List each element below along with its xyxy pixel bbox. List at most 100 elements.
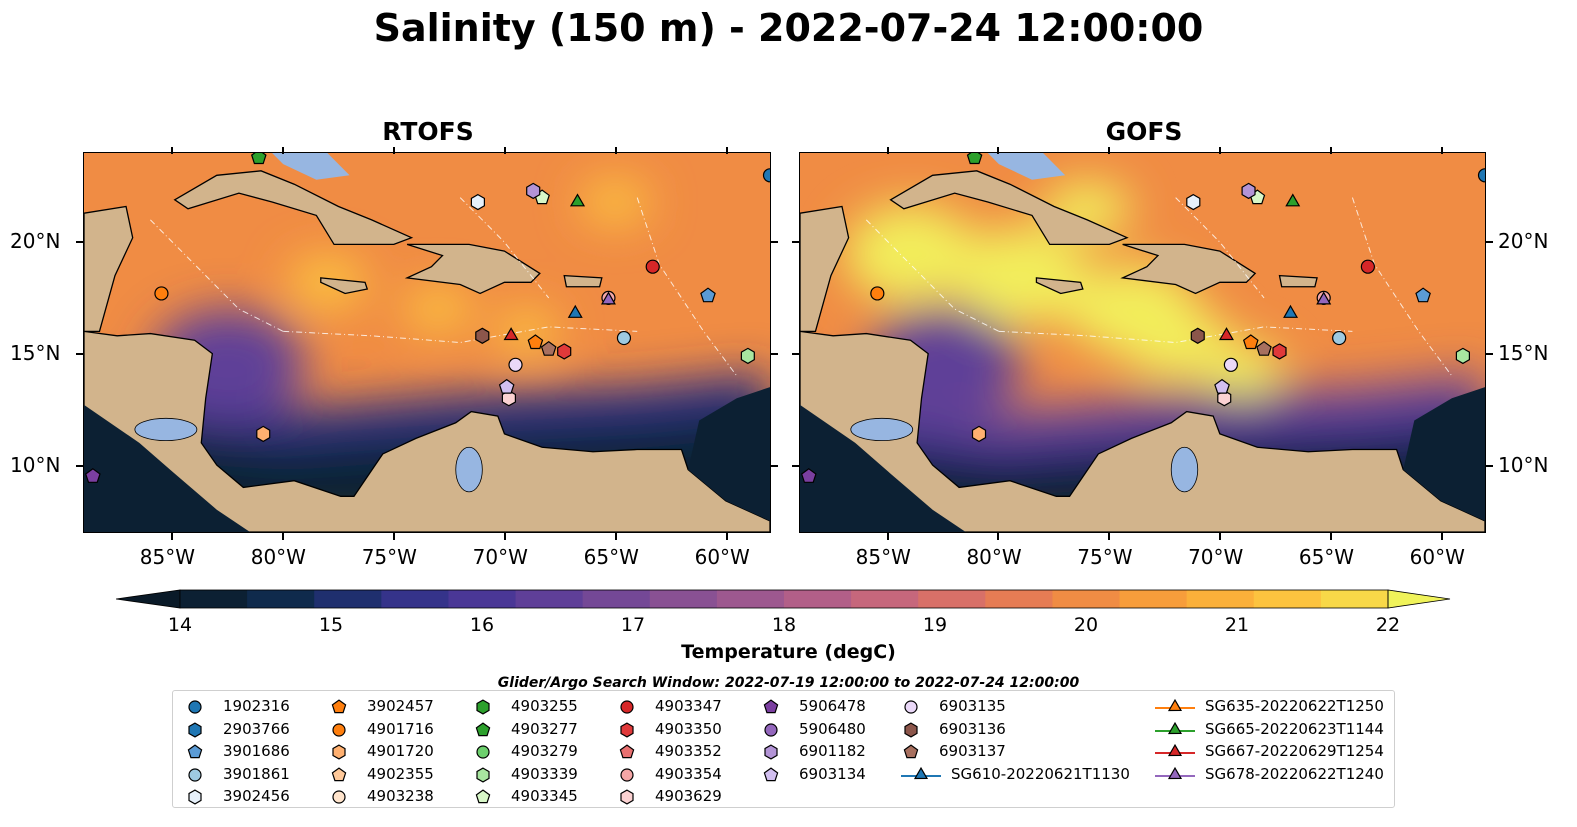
legend-marker-symbol xyxy=(903,744,919,759)
lake-maracaibo xyxy=(1170,446,1199,493)
legend-marker-symbol xyxy=(332,722,346,737)
legend-marker xyxy=(620,789,634,805)
colorbar-label: Temperature (degC) xyxy=(681,641,896,663)
marker-3901686 xyxy=(700,287,716,303)
colorbar-extend-high xyxy=(1387,589,1451,609)
y-tick-mark xyxy=(771,352,778,355)
landmass xyxy=(320,277,369,295)
x-tick-mark xyxy=(997,147,1000,154)
x-tick-mark xyxy=(886,147,889,154)
marker-SG665-20220623T1144 xyxy=(569,193,586,207)
x-tick-mark xyxy=(392,147,395,154)
legend-label: 6903137 xyxy=(939,742,1006,761)
legend-label: SG635-20220622T1250 xyxy=(1205,697,1384,715)
colorbar-segment xyxy=(1052,590,1121,608)
marker-SG678-20220622T1240 xyxy=(1316,291,1332,305)
legend-marker xyxy=(331,767,347,781)
legend-label: 4903350 xyxy=(655,719,722,738)
colorbar-tick-label: 17 xyxy=(620,614,646,636)
legend-marker-symbol xyxy=(331,699,347,714)
marker-4903350 xyxy=(557,343,572,360)
y-tick-mark xyxy=(771,464,778,467)
x-tick-mark xyxy=(170,147,173,154)
y-tick-label: 20°N xyxy=(1498,228,1549,253)
legend-label: 4903347 xyxy=(655,697,722,715)
marker-SG610-20220621T1130 xyxy=(567,304,583,318)
map-panel-gofs xyxy=(799,152,1486,533)
x-tick-mark xyxy=(997,533,1000,540)
legend-marker xyxy=(332,722,346,737)
legend-marker xyxy=(904,722,918,738)
lake-nicaragua xyxy=(134,417,198,441)
eez-boundary xyxy=(150,219,284,332)
colorbar-segment xyxy=(381,590,449,608)
marker-4903629 xyxy=(1217,390,1232,407)
legend-marker-symbol xyxy=(188,789,202,805)
marker-6903137 xyxy=(540,340,557,356)
x-tick-mark xyxy=(1108,533,1111,540)
marker-3902456 xyxy=(470,193,485,211)
legend-label: 4903255 xyxy=(511,697,578,715)
landmass xyxy=(800,205,850,333)
x-tick-mark xyxy=(503,533,506,540)
x-tick-mark xyxy=(725,147,728,154)
legend-label: 4903354 xyxy=(655,764,722,783)
x-tick-label: 70°W xyxy=(472,545,528,569)
y-tick-mark xyxy=(771,240,778,243)
colorbar-segment xyxy=(649,590,718,608)
x-tick-mark xyxy=(503,147,506,154)
x-tick-mark xyxy=(170,533,173,540)
legend-marker xyxy=(1155,721,1195,734)
marker-6901182 xyxy=(526,182,541,200)
marker-4903350 xyxy=(1272,343,1287,360)
legend-marker xyxy=(1155,744,1195,757)
colorbar-tick-label: 16 xyxy=(469,614,495,636)
legend-marker-symbol xyxy=(332,744,346,760)
x-tick-mark xyxy=(725,533,728,540)
legend-marker xyxy=(331,699,347,714)
legend: 1902316 2903766 3901686 3901861 3902456 39024… xyxy=(172,690,1395,808)
legend-marker xyxy=(1155,698,1195,712)
marker-5906478 xyxy=(84,468,101,483)
eez-boundary xyxy=(636,197,738,377)
lake-maracaibo xyxy=(455,446,483,493)
bahamas-bank xyxy=(987,153,1066,180)
colorbar-segment xyxy=(1320,590,1389,608)
legend-marker-symbol xyxy=(764,744,778,760)
colorbar-segment xyxy=(582,590,651,608)
landmass xyxy=(84,330,770,532)
colorbar-segment xyxy=(784,590,852,608)
x-tick-mark xyxy=(614,533,617,540)
y-tick-mark xyxy=(76,352,83,355)
colorbar-tick-label: 19 xyxy=(922,614,948,636)
legend-marker xyxy=(764,722,778,737)
legend-marker-symbol xyxy=(475,721,491,736)
map-rtofs-svg xyxy=(84,153,770,532)
panel-title-rtofs: RTOFS xyxy=(382,117,474,146)
legend-marker-symbol xyxy=(476,745,490,759)
y-tick-label: 10°N xyxy=(1498,452,1549,477)
legend-marker-symbol xyxy=(913,766,929,779)
legend-marker xyxy=(619,744,635,759)
landmass xyxy=(800,330,1485,532)
marker-4901716 xyxy=(154,286,169,301)
x-tick-mark xyxy=(1108,147,1111,154)
legend-marker xyxy=(903,744,919,759)
x-tick-mark xyxy=(614,147,617,154)
y-tick-mark xyxy=(792,352,799,355)
y-tick-mark xyxy=(1486,464,1493,467)
marker-4903347 xyxy=(645,259,660,274)
legend-label: 6901182 xyxy=(799,742,866,761)
colorbar-tick-label: 18 xyxy=(771,614,797,636)
legend-label: 3902457 xyxy=(367,697,434,715)
legend-label: 5906480 xyxy=(799,719,866,738)
legend-marker xyxy=(904,700,918,714)
marker-4903347 xyxy=(1360,259,1375,274)
marker-6903134 xyxy=(1214,378,1230,394)
x-tick-mark xyxy=(1329,533,1332,540)
legend-marker xyxy=(901,766,941,779)
legend-label: 4903352 xyxy=(655,742,722,761)
colorbar-tick-label: 22 xyxy=(1375,614,1401,636)
x-tick-mark xyxy=(1219,533,1222,540)
marker-6903136 xyxy=(1190,327,1205,344)
